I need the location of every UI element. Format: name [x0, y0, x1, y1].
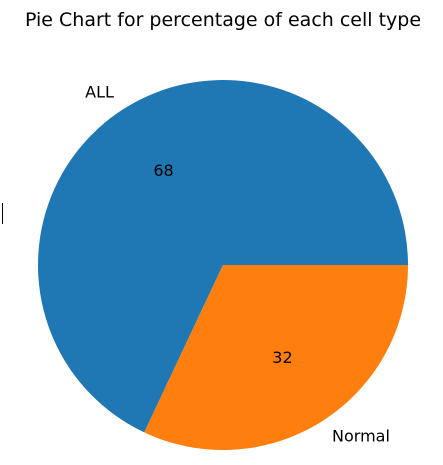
pie-label-all: ALL — [85, 83, 114, 102]
text-cursor-mark — [2, 203, 3, 224]
pie-slices — [38, 79, 409, 450]
pie-slice-all — [38, 79, 409, 433]
chart-title: Pie Chart for percentage of each cell ty… — [25, 9, 421, 31]
pie-value-all: 68 — [153, 161, 173, 180]
pie-label-normal: Normal — [332, 426, 390, 445]
pie-value-normal: 32 — [272, 348, 292, 367]
pie-slice-normal — [144, 265, 409, 450]
pie-labels: ALL 68 Normal 32 — [85, 83, 390, 446]
